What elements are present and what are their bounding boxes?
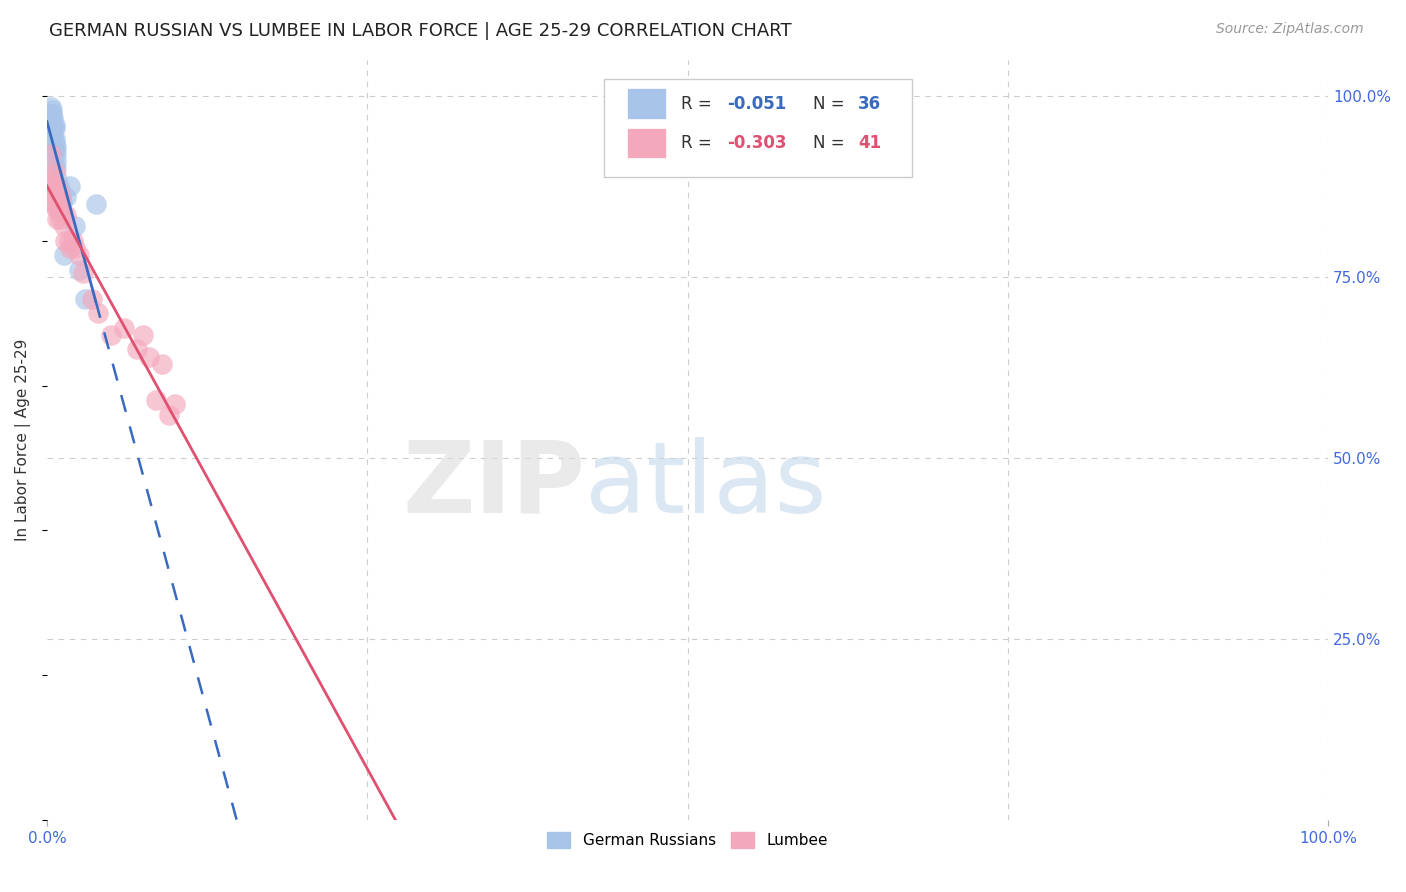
Point <box>112 320 135 334</box>
Point <box>45 179 67 194</box>
FancyBboxPatch shape <box>627 128 666 159</box>
Point <box>45 153 67 168</box>
Point <box>138 350 160 364</box>
Point <box>157 408 180 422</box>
Point <box>58 234 80 248</box>
Point <box>51 204 73 219</box>
Point <box>46 183 69 197</box>
Point <box>48 190 70 204</box>
Legend: German Russians, Lumbee: German Russians, Lumbee <box>541 826 834 855</box>
Point <box>46 183 69 197</box>
Text: ZIP: ZIP <box>402 437 585 534</box>
Point <box>46 190 69 204</box>
Text: Source: ZipAtlas.com: Source: ZipAtlas.com <box>1216 22 1364 37</box>
Point <box>45 194 67 208</box>
Point <box>75 292 97 306</box>
Text: GERMAN RUSSIAN VS LUMBEE IN LABOR FORCE | AGE 25-29 CORRELATION CHART: GERMAN RUSSIAN VS LUMBEE IN LABOR FORCE … <box>49 22 792 40</box>
Point <box>39 183 62 197</box>
Y-axis label: In Labor Force | Age 25-29: In Labor Force | Age 25-29 <box>15 339 31 541</box>
Point <box>52 248 75 262</box>
Point <box>44 143 66 157</box>
Point <box>49 186 72 201</box>
Point <box>46 211 69 226</box>
Point <box>63 219 86 234</box>
Point <box>45 161 67 176</box>
Point <box>46 172 69 186</box>
Text: 41: 41 <box>858 135 882 153</box>
Point <box>42 111 65 125</box>
Point <box>53 234 76 248</box>
Point <box>46 197 69 211</box>
Point <box>150 357 173 371</box>
Point <box>38 107 60 121</box>
Text: atlas: atlas <box>585 437 827 534</box>
Point <box>45 146 67 161</box>
Point <box>49 204 72 219</box>
Point <box>45 201 67 215</box>
Point <box>41 107 63 121</box>
Point <box>42 121 65 136</box>
Point <box>44 186 66 201</box>
Point <box>49 183 72 197</box>
Point <box>45 139 67 153</box>
Point <box>55 208 77 222</box>
Point <box>39 111 62 125</box>
Point <box>44 121 66 136</box>
Point <box>39 100 62 114</box>
Point <box>42 197 65 211</box>
Point <box>41 176 63 190</box>
FancyBboxPatch shape <box>627 88 666 119</box>
Point <box>63 241 86 255</box>
Point <box>145 392 167 407</box>
Point <box>80 292 103 306</box>
Point <box>165 397 187 411</box>
Point <box>62 234 84 248</box>
Point <box>67 248 90 262</box>
Text: -0.051: -0.051 <box>727 95 786 112</box>
Point <box>52 219 75 234</box>
Point <box>41 118 63 132</box>
Point <box>55 190 77 204</box>
Point <box>132 327 155 342</box>
Point <box>125 343 148 357</box>
Point <box>42 169 65 183</box>
Point <box>100 327 122 342</box>
Point <box>42 118 65 132</box>
Text: R =: R = <box>681 95 717 112</box>
Point <box>49 190 72 204</box>
Point <box>72 266 94 280</box>
Text: N =: N = <box>813 135 851 153</box>
Point <box>49 194 72 208</box>
Point <box>44 165 66 179</box>
Point <box>44 132 66 146</box>
FancyBboxPatch shape <box>605 78 911 178</box>
Point <box>59 179 82 194</box>
Point <box>48 197 70 211</box>
Point <box>59 241 82 255</box>
Text: 36: 36 <box>858 95 882 112</box>
Point <box>41 103 63 118</box>
Point <box>41 194 63 208</box>
Point <box>48 204 70 219</box>
Point <box>51 194 73 208</box>
Point <box>42 128 65 143</box>
Point <box>48 179 70 194</box>
Point <box>42 179 65 194</box>
Point <box>44 136 66 150</box>
Point <box>87 306 110 320</box>
Point <box>41 114 63 128</box>
Text: N =: N = <box>813 95 851 112</box>
Point <box>39 146 62 161</box>
Point <box>67 262 90 277</box>
Text: R =: R = <box>681 135 717 153</box>
Text: -0.303: -0.303 <box>727 135 787 153</box>
Point <box>84 197 107 211</box>
Point <box>49 211 72 226</box>
Point <box>44 118 66 132</box>
